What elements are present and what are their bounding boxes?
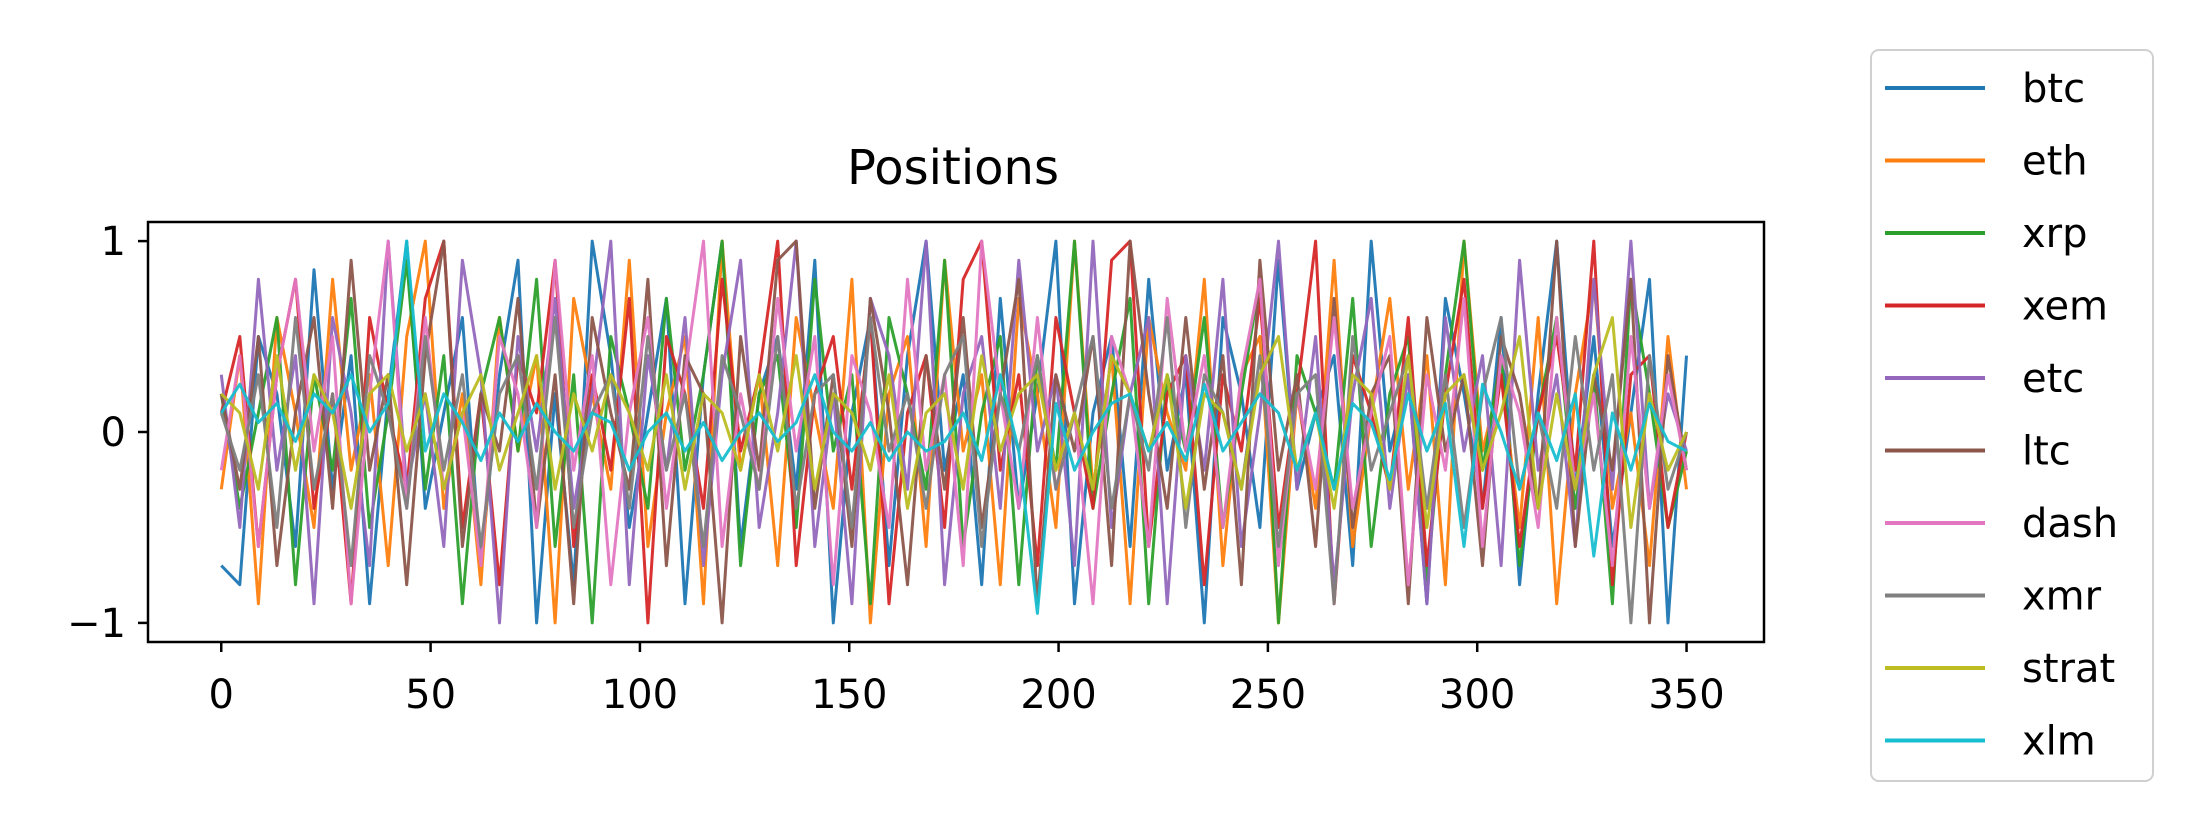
chart-title: Positions (847, 140, 1059, 196)
legend-label-etc: etc (2022, 356, 2084, 402)
x-tick-label: 300 (1439, 672, 1515, 718)
legend-label-xlm: xlm (2022, 719, 2096, 765)
y-tick-label: 0 (101, 410, 126, 456)
series-line-strat (220, 316, 1688, 529)
legend-label-xmr: xmr (2022, 574, 2102, 620)
legend: btc eth xrp xem etc ltc dash xmr strat xlm (1870, 49, 2154, 782)
legend-label-xrp: xrp (2022, 211, 2088, 257)
x-axis: 0 50 100 150 200 250 300 350 (209, 642, 1725, 718)
series-line-ltc (219, 239, 1688, 625)
legend-label-btc: btc (2022, 66, 2085, 112)
x-tick-label: 100 (602, 672, 678, 718)
x-tick-label: 250 (1230, 672, 1306, 718)
y-tick-label: −1 (67, 601, 126, 647)
series-line-dash (219, 239, 1688, 606)
plot-area (219, 239, 1688, 625)
y-axis: 1 0 −1 (67, 219, 148, 647)
legend-label-dash: dash (2022, 501, 2118, 547)
x-tick-label: 150 (811, 672, 887, 718)
legend-label-eth: eth (2022, 139, 2088, 185)
series-line-xlm (220, 239, 1688, 615)
x-tick-label: 0 (209, 672, 234, 718)
y-tick-label: 1 (101, 219, 126, 265)
x-tick-label: 200 (1020, 672, 1096, 718)
legend-label-xem: xem (2022, 284, 2108, 330)
series-line-etc (219, 239, 1688, 625)
x-tick-label: 350 (1648, 672, 1724, 718)
legend-label-strat: strat (2022, 646, 2115, 692)
legend-label-ltc: ltc (2022, 429, 2071, 475)
x-tick-label: 50 (405, 672, 456, 718)
